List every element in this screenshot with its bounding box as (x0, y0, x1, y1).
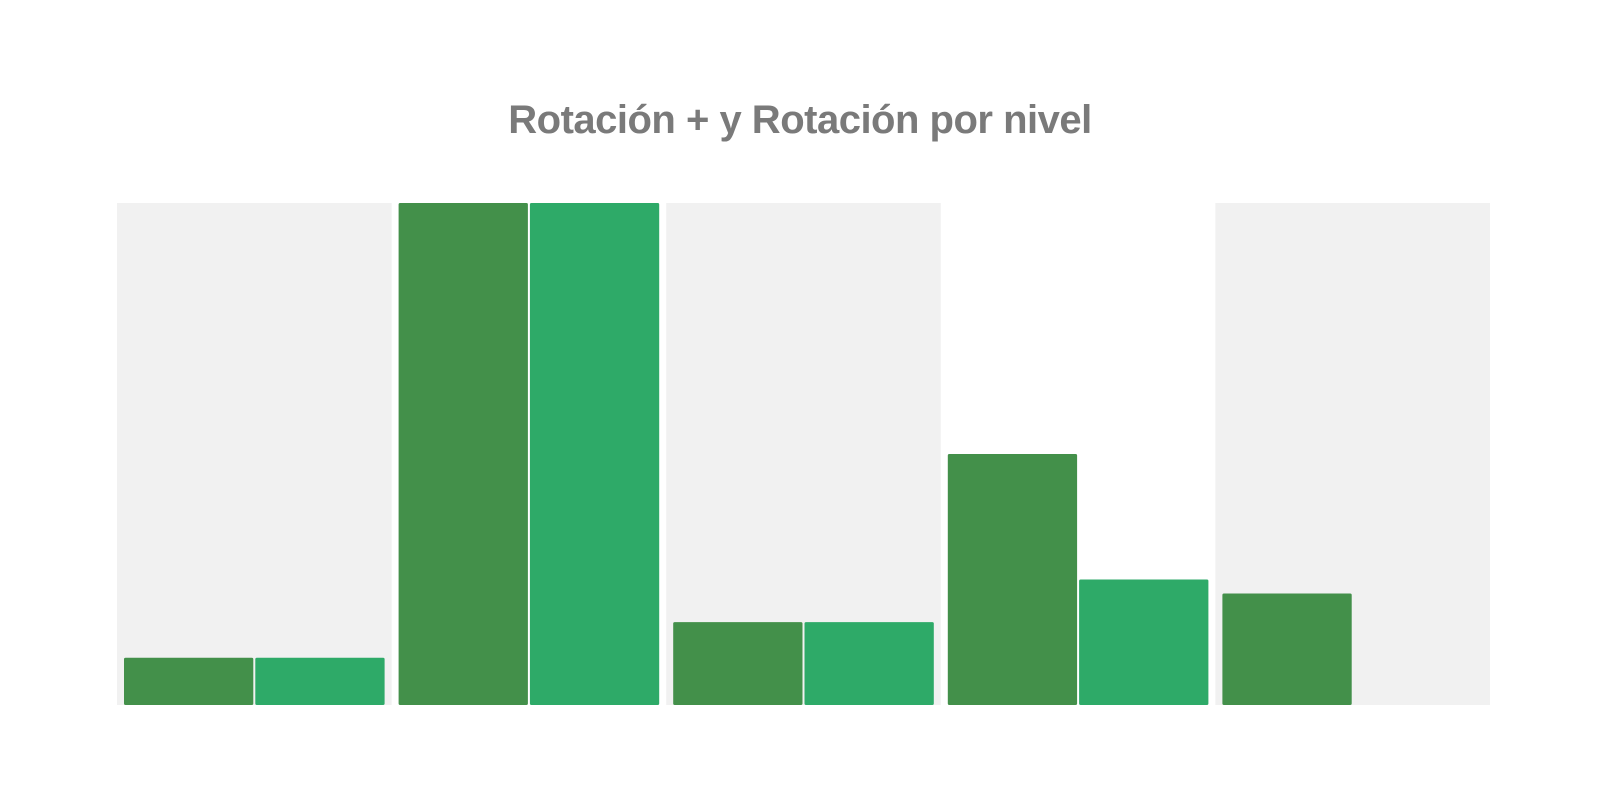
category-band (117, 203, 392, 705)
bar-series-1-category-3[interactable] (673, 622, 803, 705)
bar-series-1-category-2[interactable] (398, 203, 528, 705)
bar-series-1-category-5[interactable] (1222, 593, 1352, 705)
bar-series-2-category-3[interactable] (804, 622, 934, 705)
bar-series-1-category-1[interactable] (124, 657, 254, 705)
bar-series-2-category-1[interactable] (255, 657, 385, 705)
bar-series-2-category-2[interactable] (529, 203, 660, 705)
category-band (666, 203, 941, 705)
bar-series-2-category-4[interactable] (1079, 579, 1209, 706)
chart-title: Rotación + y Rotación por nivel (508, 98, 1092, 142)
bar-series-1-category-4[interactable] (947, 454, 1078, 705)
